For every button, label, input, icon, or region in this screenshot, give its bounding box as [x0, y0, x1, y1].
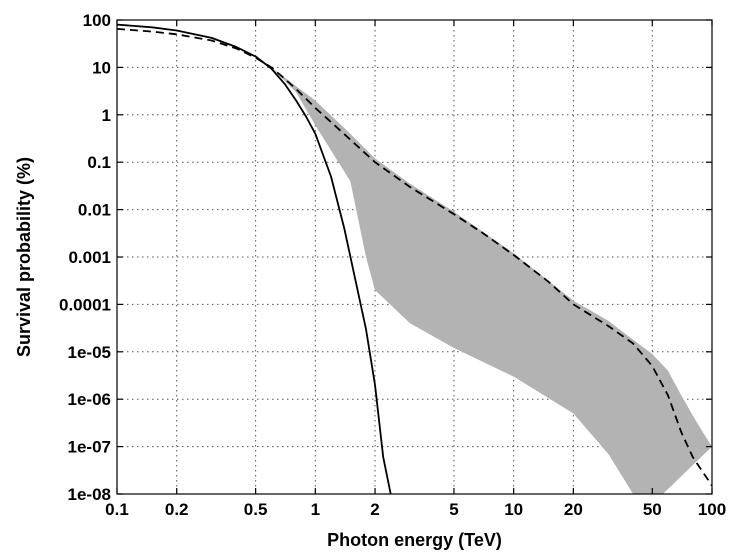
y-tick-label: 0.001: [68, 248, 111, 267]
y-tick-label: 100: [83, 11, 111, 30]
y-tick-label: 0.1: [87, 153, 111, 172]
x-tick-label: 10: [504, 500, 523, 519]
y-axis-title: Survival probability (%): [14, 157, 34, 357]
series-layer: [117, 23, 712, 494]
y-tick-label: 10: [92, 58, 111, 77]
y-tick-label: 1e-08: [68, 485, 111, 504]
solid-series-line: [117, 23, 392, 494]
x-tick-label: 100: [698, 500, 726, 519]
x-tick-label: 2: [370, 500, 379, 519]
x-tick-label: 50: [643, 500, 662, 519]
y-tick-label: 1e-06: [68, 390, 111, 409]
axis-ticks: [116, 19, 713, 495]
uncertainty-band-layer: [271, 67, 712, 494]
uncertainty-band: [271, 67, 712, 494]
x-tick-label: 1: [311, 500, 320, 519]
dashed-series-line: [117, 28, 712, 487]
x-axis-title: Photon energy (TeV): [327, 530, 502, 550]
x-tick-label: 0.2: [165, 500, 189, 519]
x-tick-label: 5: [449, 500, 458, 519]
x-tick-label: 0.1: [105, 500, 129, 519]
x-tick-label: 20: [564, 500, 583, 519]
y-tick-label: 0.01: [78, 201, 111, 220]
tick-labels: 0.1 0.2 0.5 1 2 5 10 20 50 100 100 10 1 0.1 0.01 0.001 0…: [59, 11, 726, 519]
y-tick-label: 0.0001: [59, 295, 111, 314]
x-tick-label: 0.5: [244, 500, 268, 519]
y-tick-label: 1e-05: [68, 343, 111, 362]
y-tick-label: 1: [102, 106, 111, 125]
y-tick-label: 1e-07: [68, 438, 111, 457]
